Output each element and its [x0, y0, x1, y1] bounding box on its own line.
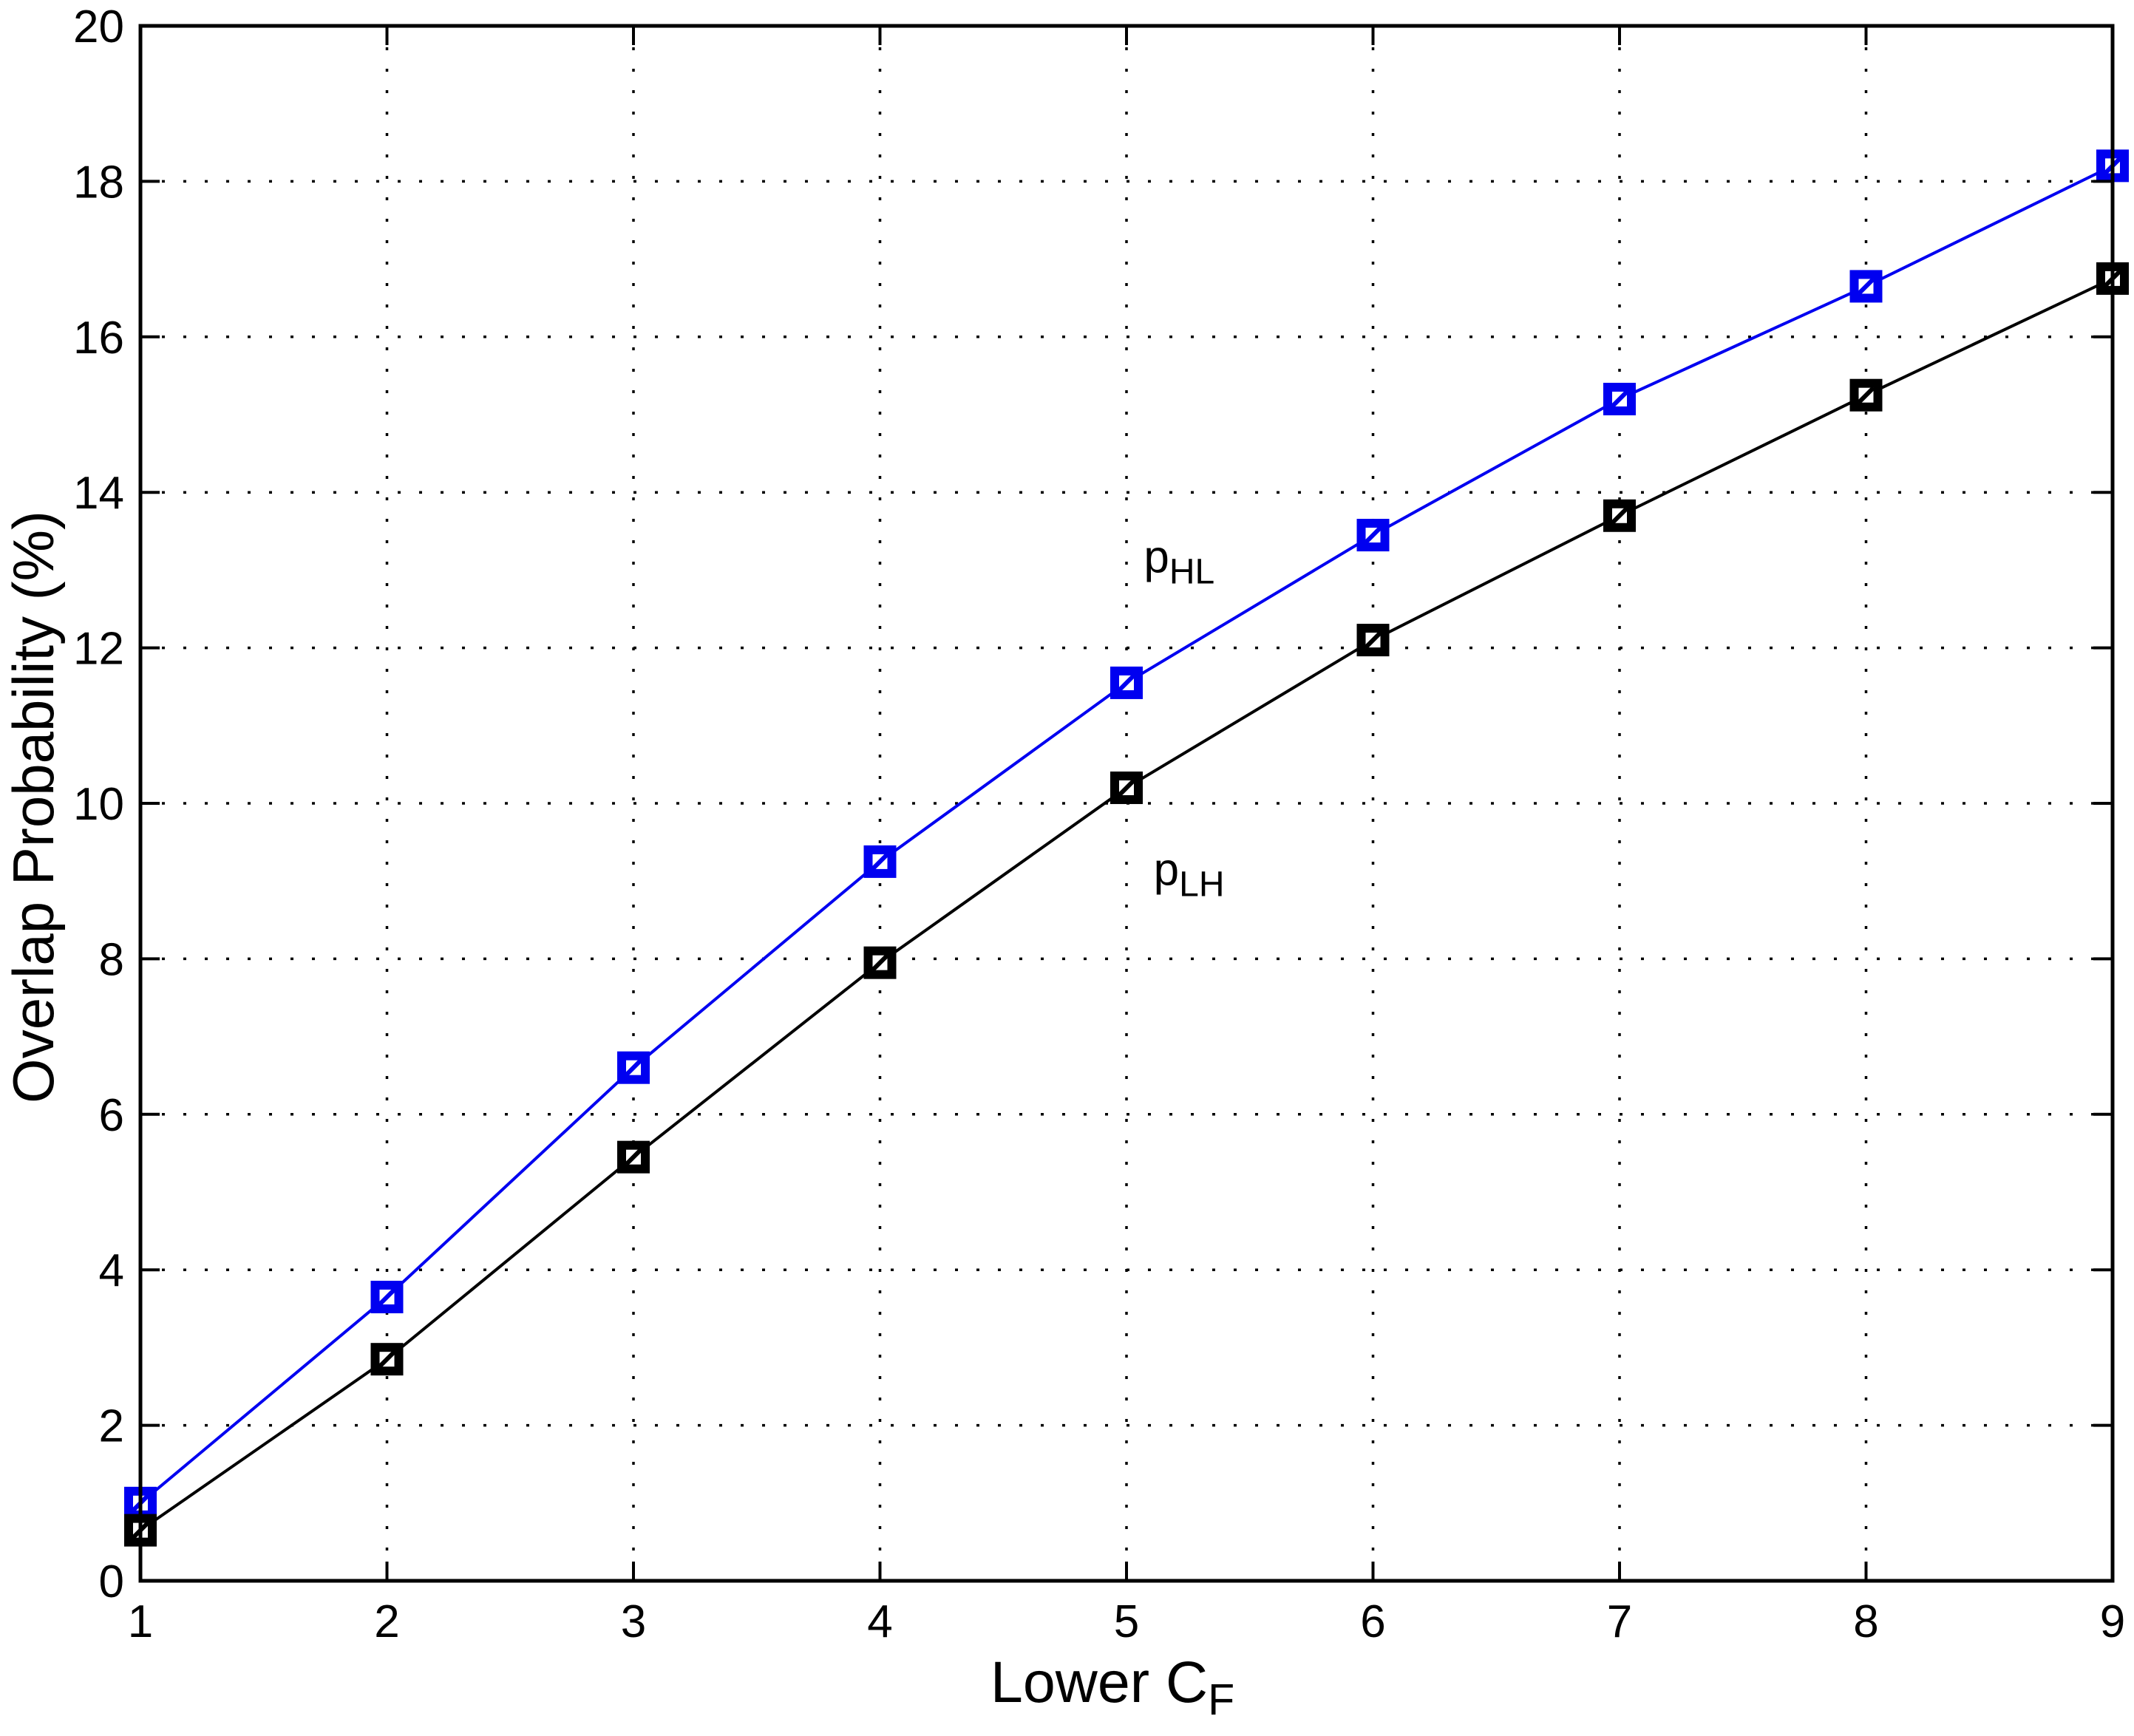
x-tick-label: 1: [128, 1596, 153, 1647]
marker-line-p_LH: [1610, 506, 1629, 525]
x-axis-title-main: Lower C: [990, 1649, 1208, 1715]
x-tick-label: 5: [1114, 1596, 1139, 1647]
x-tick-label: 7: [1607, 1596, 1632, 1647]
x-tick-label: 4: [867, 1596, 892, 1647]
y-tick-label: 6: [99, 1090, 124, 1141]
marker-line-p_LH: [1364, 630, 1382, 650]
series-line-p_LH: [139, 277, 2113, 1532]
marker-line-p_HL: [871, 852, 889, 871]
series-layer: [124, 149, 2129, 1547]
series-label-plh-subscript: LH: [1179, 865, 1224, 904]
marker-line-p_LH: [1857, 386, 1875, 404]
marker-line-p_HL: [1857, 277, 1875, 296]
marker-line-p_HL: [378, 1287, 396, 1307]
x-tick-label: 9: [2100, 1596, 2125, 1647]
axis-layer: [138, 24, 2115, 1583]
x-tick-label: 3: [621, 1596, 646, 1647]
series-label-phl: pHL: [1144, 532, 1214, 592]
y-tick-label: 10: [73, 779, 124, 830]
marker-line-p_LH: [871, 953, 889, 972]
y-tick-label: 4: [99, 1245, 124, 1296]
series-label-phl-main: p: [1144, 532, 1169, 583]
series-label-plh-main: p: [1154, 844, 1179, 895]
y-tick-label: 2: [99, 1401, 124, 1452]
marker-line-p_LH: [1117, 778, 1136, 797]
x-axis-title-subscript: F: [1208, 1675, 1234, 1724]
y-tick-label: 0: [99, 1556, 124, 1607]
series-line-p_HL: [139, 164, 2113, 1505]
series-label-phl-subscript: HL: [1169, 553, 1214, 592]
marker-line-p_HL: [624, 1058, 643, 1077]
y-tick-label: 16: [73, 313, 124, 364]
y-axis-title: Overlap Probability (%): [1, 511, 66, 1103]
x-tick-label: 2: [374, 1596, 399, 1647]
y-tick-label: 18: [73, 157, 124, 208]
series-label-plh: pLH: [1154, 844, 1225, 904]
x-axis-title: Lower CF: [990, 1649, 1234, 1724]
x-tick-label: 6: [1360, 1596, 1385, 1647]
marker-line-p_HL: [1610, 389, 1629, 409]
marker-line-p_HL: [1364, 525, 1382, 545]
marker-line-p_LH: [624, 1148, 643, 1166]
marker-line-p_LH: [378, 1350, 396, 1369]
y-tick-label: 14: [73, 468, 124, 519]
marker-line-p_HL: [1117, 673, 1136, 692]
y-tick-label: 20: [73, 1, 124, 52]
y-tick-label: 8: [99, 934, 124, 985]
x-tick-label: 8: [1853, 1596, 1878, 1647]
y-tick-label: 12: [73, 624, 124, 675]
